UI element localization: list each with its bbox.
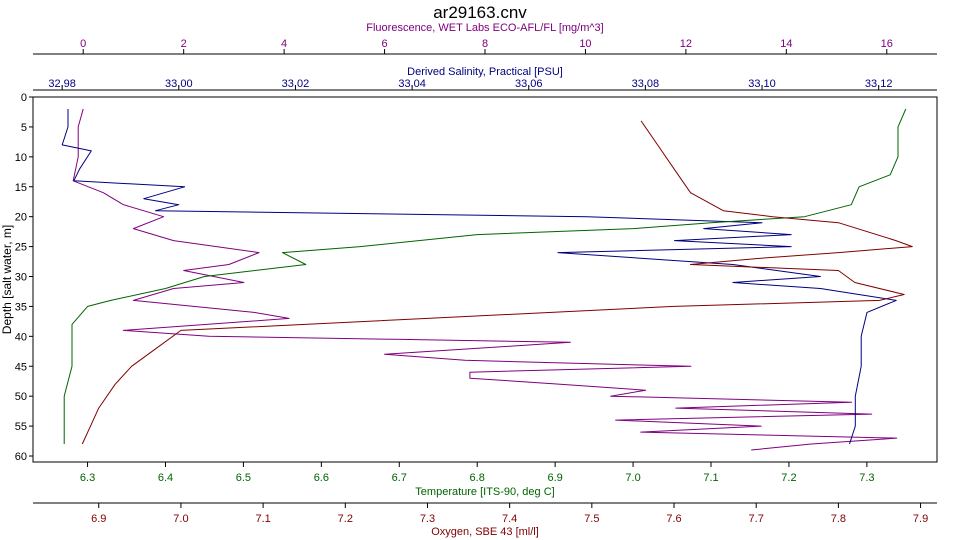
x-tick-label: 7.1	[703, 472, 718, 484]
x-axis-label: Derived Salinity, Practical [PSU]	[407, 66, 563, 78]
y-tick-label: 30	[15, 272, 27, 284]
x-axis-label: Oxygen, SBE 43 [ml/l]	[431, 526, 539, 538]
x-axis-temperature: 6.3 6.4 6.5 6.6 6.7 6.8 6.9 7.0 7.1 7.2 7.3 Tempera…	[80, 462, 875, 498]
x-tick-label: 7.3	[859, 472, 874, 484]
y-tick-label: 20	[15, 212, 27, 224]
y-tick-label: 0	[21, 92, 27, 104]
x-axis-fluorescence: 0 2 4 6 8 10 12 14 16 Fluorescence, WET Labs ECO-…	[33, 22, 937, 55]
x-tick-label: 16	[881, 38, 893, 50]
x-tick-label: 7.5	[584, 513, 599, 525]
x-axis-oxygen: 6.9 7.0 7.1 7.2 7.3 7.4 7.5 7.6 7.7 7.8 7.9 Oxygen,…	[33, 502, 937, 538]
x-tick-label: 33.10	[748, 78, 776, 90]
y-tick-label: 40	[15, 331, 27, 343]
x-tick-label: 33.08	[632, 78, 660, 90]
x-tick-label: 10	[579, 38, 591, 50]
y-tick-label: 50	[15, 391, 27, 403]
x-tick-label: 7.3	[420, 513, 435, 525]
x-tick-label: 6.3	[80, 472, 95, 484]
chart-title: ar29163.cnv	[433, 3, 527, 22]
x-tick-label: 6.4	[158, 472, 173, 484]
y-tick-label: 35	[15, 301, 27, 313]
x-tick-label: 7.1	[255, 513, 270, 525]
series-line-fluorescence	[72, 108, 898, 451]
x-tick-label: 32.98	[48, 78, 76, 90]
y-tick-label: 10	[15, 152, 27, 164]
x-tick-label: 7.4	[502, 513, 517, 525]
x-tick-label: 7.9	[913, 513, 928, 525]
x-axis-salinity: 32.98 33.00 33.02 33.04 33.06 33.08 33.10 33.12…	[33, 66, 937, 91]
x-tick-label: 33.06	[515, 78, 543, 90]
x-axis-label: Fluorescence, WET Labs ECO-AFL/FL [mg/m^…	[366, 22, 603, 34]
x-tick-label: 7.0	[173, 513, 188, 525]
x-tick-label: 0	[80, 38, 86, 50]
y-tick-label: 55	[15, 421, 27, 433]
x-tick-label: 6.6	[314, 472, 329, 484]
x-tick-label: 33.00	[165, 78, 193, 90]
x-tick-label: 6	[381, 38, 387, 50]
y-tick-label: 15	[15, 182, 27, 194]
x-tick-label: 12	[680, 38, 692, 50]
x-tick-label: 6.8	[470, 472, 485, 484]
x-tick-label: 33.04	[398, 78, 426, 90]
y-tick-label: 60	[15, 451, 27, 463]
x-tick-label: 2	[181, 38, 187, 50]
x-tick-label: 8	[482, 38, 488, 50]
x-tick-label: 7.8	[831, 513, 846, 525]
x-axis-label: Temperature [ITS-90, deg C]	[415, 486, 554, 498]
x-tick-label: 7.6	[666, 513, 681, 525]
series-line-salinity	[61, 109, 897, 445]
series-line-temperature	[63, 108, 907, 444]
x-tick-label: 4	[281, 38, 287, 50]
y-tick-label: 45	[15, 361, 27, 373]
x-tick-label: 14	[780, 38, 792, 50]
x-tick-label: 6.7	[392, 472, 407, 484]
series-line-oxygen	[81, 120, 913, 445]
y-tick-label: 5	[21, 122, 27, 134]
x-tick-label: 7.2	[338, 513, 353, 525]
y-axis-label: Depth [salt water, m]	[0, 225, 14, 334]
x-tick-label: 7.0	[625, 472, 640, 484]
x-tick-label: 33.02	[282, 78, 310, 90]
x-tick-label: 7.7	[749, 513, 764, 525]
y-tick-label: 25	[15, 242, 27, 254]
x-tick-label: 6.9	[547, 472, 562, 484]
x-tick-label: 7.2	[781, 472, 796, 484]
x-tick-label: 6.5	[236, 472, 251, 484]
plot-frame	[32, 96, 938, 463]
x-tick-label: 33.12	[865, 78, 893, 90]
x-tick-label: 6.9	[91, 513, 106, 525]
series-layer	[61, 108, 913, 451]
